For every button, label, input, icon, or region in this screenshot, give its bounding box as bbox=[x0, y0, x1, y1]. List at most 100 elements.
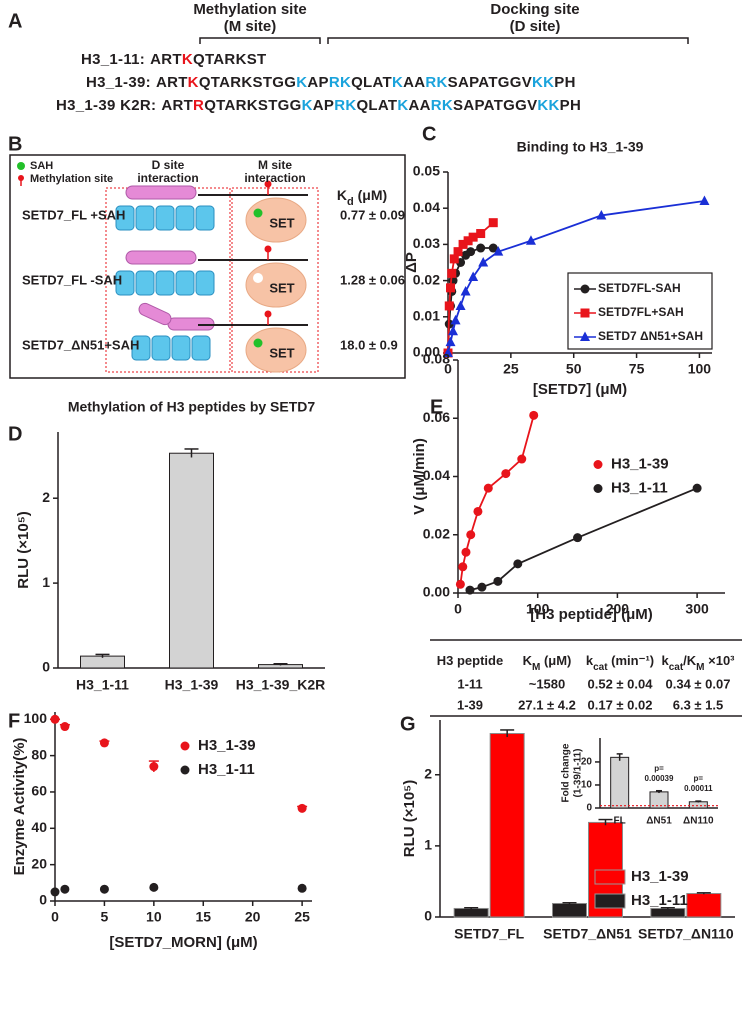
sequence-part: AP bbox=[307, 74, 328, 91]
x-tick-label: 20 bbox=[245, 909, 261, 925]
text-part: M bbox=[696, 662, 704, 673]
marker bbox=[476, 229, 486, 239]
x-tick-label: H3_1-11 bbox=[76, 677, 129, 693]
annotation: p= bbox=[654, 764, 664, 773]
marker bbox=[699, 195, 710, 205]
text-part: cat bbox=[669, 662, 684, 673]
marker bbox=[468, 271, 479, 281]
legend-marker bbox=[180, 741, 190, 751]
fit-line bbox=[469, 487, 698, 591]
marker bbox=[448, 325, 459, 336]
legend-marker bbox=[580, 284, 590, 294]
sequence-part: K bbox=[392, 74, 403, 91]
domain-label: SET bbox=[269, 345, 294, 360]
region-label: interaction bbox=[244, 171, 305, 185]
domain-label: SET bbox=[269, 280, 294, 295]
sequence-part: RK bbox=[334, 97, 356, 114]
error-bar bbox=[656, 789, 662, 794]
marker bbox=[99, 884, 109, 894]
diagram-rows: SET SET SET bbox=[115, 180, 308, 373]
marker bbox=[455, 300, 466, 310]
y-tick-label: 0 bbox=[424, 908, 432, 924]
helix bbox=[191, 335, 211, 361]
y-tick-label: 2 bbox=[42, 489, 50, 505]
methyl-pin-head bbox=[18, 175, 24, 181]
sequence-name: H3_1-11: bbox=[81, 51, 145, 68]
x-tick-label: 25 bbox=[294, 909, 310, 925]
marker bbox=[488, 218, 498, 228]
legend-text: H3_1-11 bbox=[611, 479, 668, 496]
region-label: M site bbox=[258, 158, 292, 172]
sequence-part: QLAT bbox=[351, 74, 392, 91]
kd-value: 18.0 ± 0.9 bbox=[340, 337, 398, 352]
marker bbox=[297, 883, 307, 893]
marker bbox=[529, 410, 539, 420]
x-tick-label: ΔN110 bbox=[683, 816, 714, 827]
x-tick-label: SETD7_ΔN51 bbox=[543, 926, 632, 942]
error-bar bbox=[184, 448, 199, 458]
legend-swatch bbox=[594, 893, 626, 909]
sequence-part: RK bbox=[329, 74, 351, 91]
construct-name: SETD7_FL -SAH bbox=[22, 272, 122, 287]
chart-title: Methylation of H3 peptides by SETD7 bbox=[68, 399, 316, 415]
legend-text: H3_1-39 bbox=[631, 868, 689, 885]
text-part: cat bbox=[593, 662, 608, 673]
marker bbox=[444, 301, 454, 311]
marker bbox=[455, 579, 465, 589]
domain-label: SET bbox=[269, 215, 294, 230]
bar bbox=[688, 801, 708, 809]
marker bbox=[458, 239, 468, 249]
panel-label: C bbox=[422, 123, 436, 145]
sequence-part: SAPATGGV bbox=[448, 74, 532, 91]
helix bbox=[131, 335, 151, 361]
y-tick-label: 0.08 bbox=[423, 351, 450, 367]
y-tick-label: 0.02 bbox=[423, 525, 450, 541]
sequence: H3_1-39 K2R: ARTRQTARKSTGGKAPRKQLATKAARKS… bbox=[56, 97, 581, 114]
error-bar bbox=[696, 892, 711, 895]
marker bbox=[692, 483, 702, 493]
marker bbox=[488, 243, 498, 253]
sequence-part: KK bbox=[532, 74, 554, 91]
panel-label: F bbox=[8, 710, 20, 732]
panel-label: B bbox=[8, 133, 22, 155]
marker bbox=[50, 887, 60, 897]
marker bbox=[478, 257, 489, 267]
text-part: (min⁻¹) bbox=[608, 653, 655, 668]
table-cell: 1-11 bbox=[457, 676, 482, 691]
legend-swatch bbox=[594, 869, 626, 885]
x-axis-label: [SETD7_MORN] (μM) bbox=[109, 934, 257, 951]
y-tick-label: 20 bbox=[581, 757, 593, 768]
legend-marker bbox=[580, 331, 590, 341]
table-cell: ~1580 bbox=[529, 676, 566, 691]
marker bbox=[477, 582, 487, 592]
legend-marker bbox=[593, 484, 603, 493]
legend-text: SETD7FL+SAH bbox=[598, 305, 684, 319]
y-axis-label: V (μM/min) bbox=[411, 438, 428, 515]
marker bbox=[460, 285, 471, 296]
x-tick-label: H3_1-39_K2R bbox=[236, 677, 326, 693]
pink-segment bbox=[138, 302, 172, 326]
bar bbox=[489, 733, 525, 918]
y-tick-label: 0.04 bbox=[413, 199, 440, 215]
y-tick-label: 0.03 bbox=[413, 235, 440, 251]
marker bbox=[466, 530, 476, 540]
panel-b-frame bbox=[9, 154, 406, 379]
table-cell: 1-39 bbox=[457, 697, 483, 712]
sequence-part: RK bbox=[425, 74, 447, 91]
x-tick-label: FL bbox=[614, 816, 626, 827]
bar bbox=[686, 893, 722, 918]
sequence: H3_1-39: ARTKQTARKSTGGKAPRKQLATKAARKSAPAT… bbox=[86, 74, 576, 91]
sequence-part: PH bbox=[554, 74, 575, 91]
x-tick-label: SETD7_FL bbox=[454, 926, 524, 942]
sequence-part: ART bbox=[161, 97, 193, 114]
bar bbox=[650, 907, 686, 918]
sequence-part: ART bbox=[156, 74, 188, 91]
y-tick-label: 0.05 bbox=[413, 163, 440, 179]
x-tick-label: 300 bbox=[685, 601, 709, 617]
helix bbox=[195, 205, 215, 231]
error-bar bbox=[562, 902, 577, 905]
marker bbox=[573, 533, 583, 543]
rich-text: Kd (μM) bbox=[337, 187, 387, 208]
y-tick-label: 100 bbox=[24, 710, 48, 726]
legend-marker bbox=[580, 308, 590, 318]
